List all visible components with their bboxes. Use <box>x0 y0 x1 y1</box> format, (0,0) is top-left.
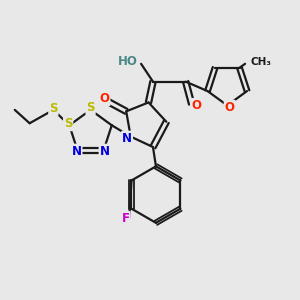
Text: N: N <box>100 145 110 158</box>
Text: CH₃: CH₃ <box>250 57 272 67</box>
Text: O: O <box>100 92 110 105</box>
Text: O: O <box>225 101 235 114</box>
Text: O: O <box>191 99 201 112</box>
Text: F: F <box>122 212 130 225</box>
Text: N: N <box>122 132 132 145</box>
Text: S: S <box>86 101 95 114</box>
Text: N: N <box>72 145 82 158</box>
Text: S: S <box>64 117 72 130</box>
Text: S: S <box>49 102 58 115</box>
Text: HO: HO <box>118 55 138 68</box>
